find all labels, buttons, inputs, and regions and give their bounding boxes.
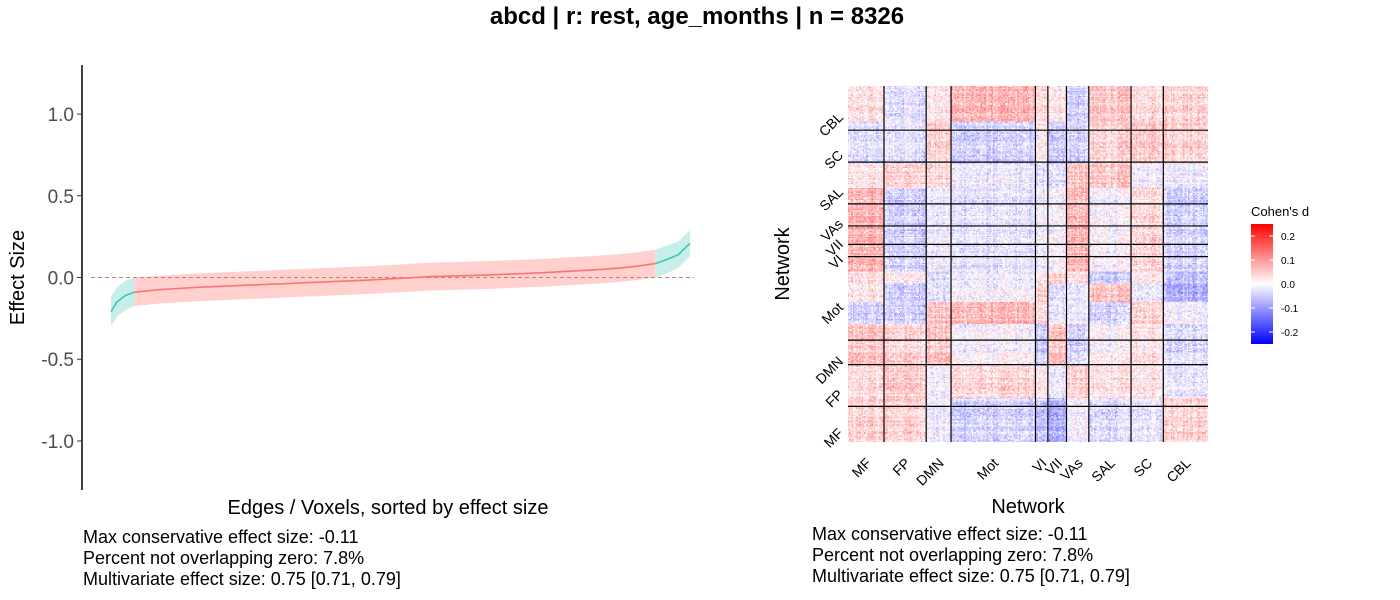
y-label-cbl: CBL	[816, 109, 847, 140]
x-label-cbl: CBL	[1163, 455, 1194, 486]
x-label-mot: Mot	[974, 455, 1002, 483]
effect-line-significant-high	[655, 242, 691, 265]
y-tick-label: 0.0	[48, 269, 74, 290]
effect-size-lines	[110, 242, 691, 313]
heatmap-x-axis-title: Network	[991, 496, 1065, 518]
y-tick-label: -0.5	[41, 350, 74, 371]
y-label-dmn: DMN	[812, 353, 846, 387]
left-stat-max-conservative: Max conservative effect size: -0.11	[83, 527, 358, 547]
legend-ticks: 0.2 0.1 0.0 -0.1 -0.2	[1251, 232, 1299, 339]
x-label-mf: MF	[849, 455, 875, 481]
y-axis-ticks: 1.0 0.5 0.0 -0.5 -1.0	[41, 105, 82, 453]
x-label-sal: SAL	[1088, 455, 1118, 485]
left-stat-percent-not-zero: Percent not overlapping zero: 7.8%	[83, 548, 364, 568]
effect-size-panel: 1.0 0.5 0.0 -0.5 -1.0 Effect Size Edges / Vo…	[7, 65, 694, 589]
legend-title: Cohen's d	[1251, 204, 1309, 219]
y-tick-label: 1.0	[48, 105, 74, 126]
confidence-band-significant-high	[655, 230, 690, 278]
y-label-mf: MF	[821, 425, 847, 451]
left-stat-multivariate: Multivariate effect size: 0.75 [0.71, 0.…	[83, 569, 401, 589]
legend-tick-label: 0.2	[1281, 232, 1295, 243]
y-tick-label: 0.5	[48, 187, 74, 208]
y-label-sal: SAL	[816, 184, 846, 214]
y-label-fp: FP	[822, 386, 846, 410]
y-label-mot: Mot	[818, 299, 846, 327]
confidence-band-significant-low	[111, 277, 135, 327]
effect-line-nonsignificant	[134, 262, 656, 293]
legend-tick-label: -0.1	[1281, 304, 1299, 315]
x-label-vas: VAs	[1057, 455, 1086, 484]
legend-tick-label: 0.1	[1281, 256, 1295, 267]
chart-title: abcd | r: rest, age_months | n = 8326	[490, 3, 904, 30]
legend-tick-label: 0.0	[1281, 280, 1295, 291]
x-label-sc: SC	[1130, 455, 1155, 480]
y-label-vas: VAs	[817, 216, 846, 245]
y-label-sc: SC	[821, 147, 846, 172]
y-tick-label: -1.0	[41, 432, 74, 453]
color-legend: Cohen's d 0.2 0.1 0.0 -0.1 -0.2	[1251, 204, 1309, 344]
x-axis-title: Edges / Voxels, sorted by effect size	[228, 497, 549, 519]
y-axis-title: Effect Size	[7, 230, 29, 325]
legend-colorbar	[1251, 224, 1273, 344]
right-stat-multivariate: Multivariate effect size: 0.75 [0.71, 0.…	[812, 566, 1130, 586]
x-label-fp: FP	[889, 455, 913, 479]
heatmap-cells	[848, 86, 1208, 442]
right-stat-max-conservative: Max conservative effect size: -0.11	[812, 524, 1087, 544]
heatmap-y-axis-title: Network	[772, 226, 794, 300]
right-stat-percent-not-zero: Percent not overlapping zero: 7.8%	[812, 545, 1093, 565]
legend-tick-label: -0.2	[1281, 328, 1299, 339]
x-label-dmn: DMN	[913, 455, 947, 489]
network-dividers	[848, 86, 1208, 442]
effect-line-significant-low	[110, 291, 135, 313]
heatmap-image	[848, 86, 1208, 442]
